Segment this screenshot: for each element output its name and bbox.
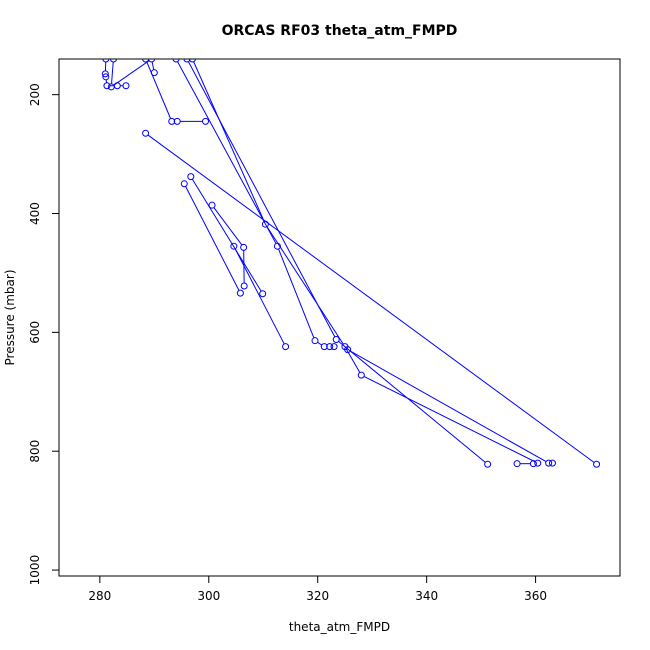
series-segment: [147, 134, 595, 463]
data-point: [593, 460, 601, 468]
data-point: [102, 73, 110, 81]
data-point: [142, 59, 150, 63]
series-segment: [266, 226, 344, 345]
data-point: [545, 459, 553, 467]
series-trace: [142, 129, 601, 468]
plot-frame: [58, 58, 621, 577]
series-trace: [187, 173, 267, 298]
series-segment: [317, 341, 322, 346]
data-point: [208, 201, 216, 209]
data-point: [183, 59, 191, 63]
series-trace: [180, 180, 244, 297]
series-trace: [230, 242, 290, 351]
y-axis: 200 400 600 800 1000: [28, 83, 59, 585]
y-tick-label: 800: [28, 440, 42, 463]
data-point: [173, 117, 181, 125]
data-point: [101, 70, 109, 78]
series-segment: [363, 376, 536, 463]
series-segment: [213, 207, 243, 246]
data-point: [103, 82, 111, 90]
x-tick-label: 320: [306, 589, 329, 603]
series-segment: [113, 60, 150, 86]
data-point: [142, 129, 150, 137]
data-point: [326, 343, 334, 351]
data-point: [259, 290, 267, 298]
data-point: [330, 343, 338, 351]
data-point: [311, 337, 319, 345]
chart-title: ORCAS RF03 theta_atm_FMPD: [222, 23, 458, 39]
data-point: [240, 243, 248, 251]
data-point: [102, 59, 110, 63]
data-point: [172, 59, 180, 63]
y-axis-label: Pressure (mbar): [3, 269, 17, 365]
x-tick-label: 280: [88, 589, 111, 603]
data-point: [180, 180, 188, 188]
y-tick-label: 400: [28, 202, 42, 225]
x-tick-label: 360: [524, 589, 547, 603]
series-segment: [338, 341, 486, 463]
series-segment: [350, 350, 547, 463]
series-segment: [191, 178, 262, 292]
series-segment: [187, 61, 336, 338]
series-segment: [278, 248, 315, 339]
data-point: [168, 117, 176, 125]
data-point: [230, 242, 238, 250]
series-segment: [177, 61, 277, 244]
data-point: [261, 220, 269, 228]
series-trace: [172, 59, 338, 351]
series-segment: [146, 61, 172, 119]
series-segment: [151, 61, 155, 70]
y-tick-label: 1000: [28, 555, 42, 586]
data-point: [513, 460, 521, 468]
series-segment: [111, 61, 114, 84]
data-point: [107, 83, 115, 91]
data-point: [187, 173, 195, 181]
series-segment: [185, 186, 240, 291]
data-point: [357, 371, 365, 379]
series-segment: [346, 348, 361, 373]
series-segment: [234, 248, 285, 345]
x-tick-label: 340: [415, 589, 438, 603]
series-segment: [193, 61, 265, 222]
data-point: [148, 59, 156, 63]
data-point: [320, 343, 328, 351]
series-trace: [142, 59, 210, 125]
data-point: [332, 335, 340, 343]
data-point: [202, 117, 210, 125]
data-point: [534, 459, 542, 467]
series-trace: [344, 346, 556, 467]
x-axis-label: theta_atm_FMPD: [289, 620, 390, 634]
series-trace: [513, 460, 537, 468]
x-axis: 280 300 320 340 360: [88, 576, 547, 603]
series-layer: [101, 59, 601, 468]
data-point: [282, 343, 290, 351]
series-trace: [183, 59, 492, 468]
series-trace: [107, 59, 158, 91]
data-point: [344, 346, 352, 354]
data-point: [548, 459, 556, 467]
series-trace: [101, 59, 130, 90]
x-tick-label: 300: [197, 589, 220, 603]
data-point: [188, 59, 196, 63]
y-tick-label: 200: [28, 83, 42, 106]
data-point: [236, 289, 244, 297]
data-point: [109, 59, 117, 63]
data-point: [529, 460, 537, 468]
data-point: [484, 460, 492, 468]
data-point: [122, 82, 130, 90]
data-point: [240, 282, 248, 290]
y-tick-label: 600: [28, 321, 42, 344]
